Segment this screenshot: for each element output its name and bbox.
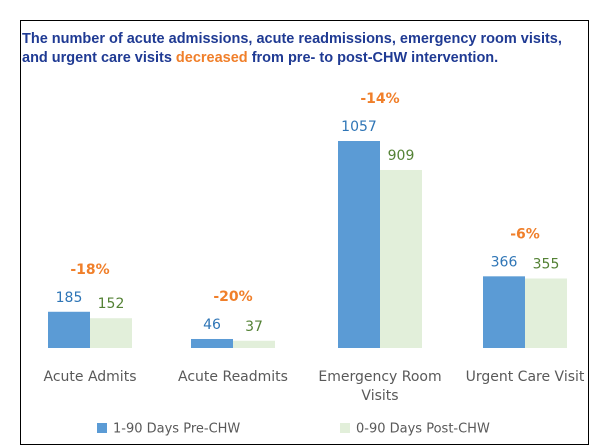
value-label: 185 xyxy=(56,290,83,306)
bar xyxy=(338,141,380,348)
title-part: from pre- to post-CHW intervention. xyxy=(247,50,499,66)
annotation: -18% xyxy=(70,262,109,278)
value-label: 366 xyxy=(491,254,518,270)
bar xyxy=(48,311,90,348)
bar xyxy=(233,340,275,348)
annotation: -6% xyxy=(510,226,540,242)
value-label: 909 xyxy=(388,148,415,164)
value-label: 355 xyxy=(533,256,560,272)
chart-title: The number of acute admissions, acute re… xyxy=(22,30,582,68)
value-label: 152 xyxy=(98,296,125,312)
title-part: The number of acute admissions, acute re… xyxy=(22,31,562,66)
x-tick-label: Urgent Care Visit xyxy=(465,369,585,385)
bar xyxy=(483,276,525,348)
title-highlight: decreased xyxy=(175,50,248,66)
annotation: -14% xyxy=(360,91,399,107)
bar xyxy=(90,318,132,348)
value-label: 1057 xyxy=(341,119,377,135)
x-tick-label: Acute Admits xyxy=(43,369,137,385)
x-tick-label: Emergency Room Visits xyxy=(318,369,442,404)
frame xyxy=(20,20,589,445)
legend-swatch xyxy=(97,423,107,433)
legend-swatch xyxy=(340,423,350,433)
legend-label: 0-90 Days Post-CHW xyxy=(356,422,490,437)
bar xyxy=(525,278,567,348)
x-tick-label: Acute Readmits xyxy=(178,369,288,385)
bar xyxy=(191,338,233,348)
annotation: -20% xyxy=(213,289,252,305)
bar xyxy=(380,169,422,348)
value-label: 37 xyxy=(245,319,263,335)
value-label: 46 xyxy=(203,317,221,333)
legend-label: 1-90 Days Pre-CHW xyxy=(113,422,240,437)
